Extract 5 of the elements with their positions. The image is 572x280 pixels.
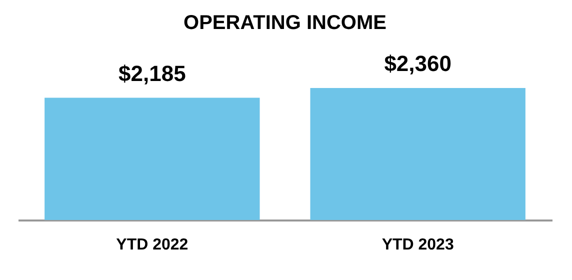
data-label: $2,185 <box>118 60 186 86</box>
chart-title: OPERATING INCOME <box>184 12 386 34</box>
x-tick-label: YTD 2023 <box>382 236 454 254</box>
x-tick-label: YTD 2022 <box>116 236 188 254</box>
data-label: $2,360 <box>384 51 452 76</box>
